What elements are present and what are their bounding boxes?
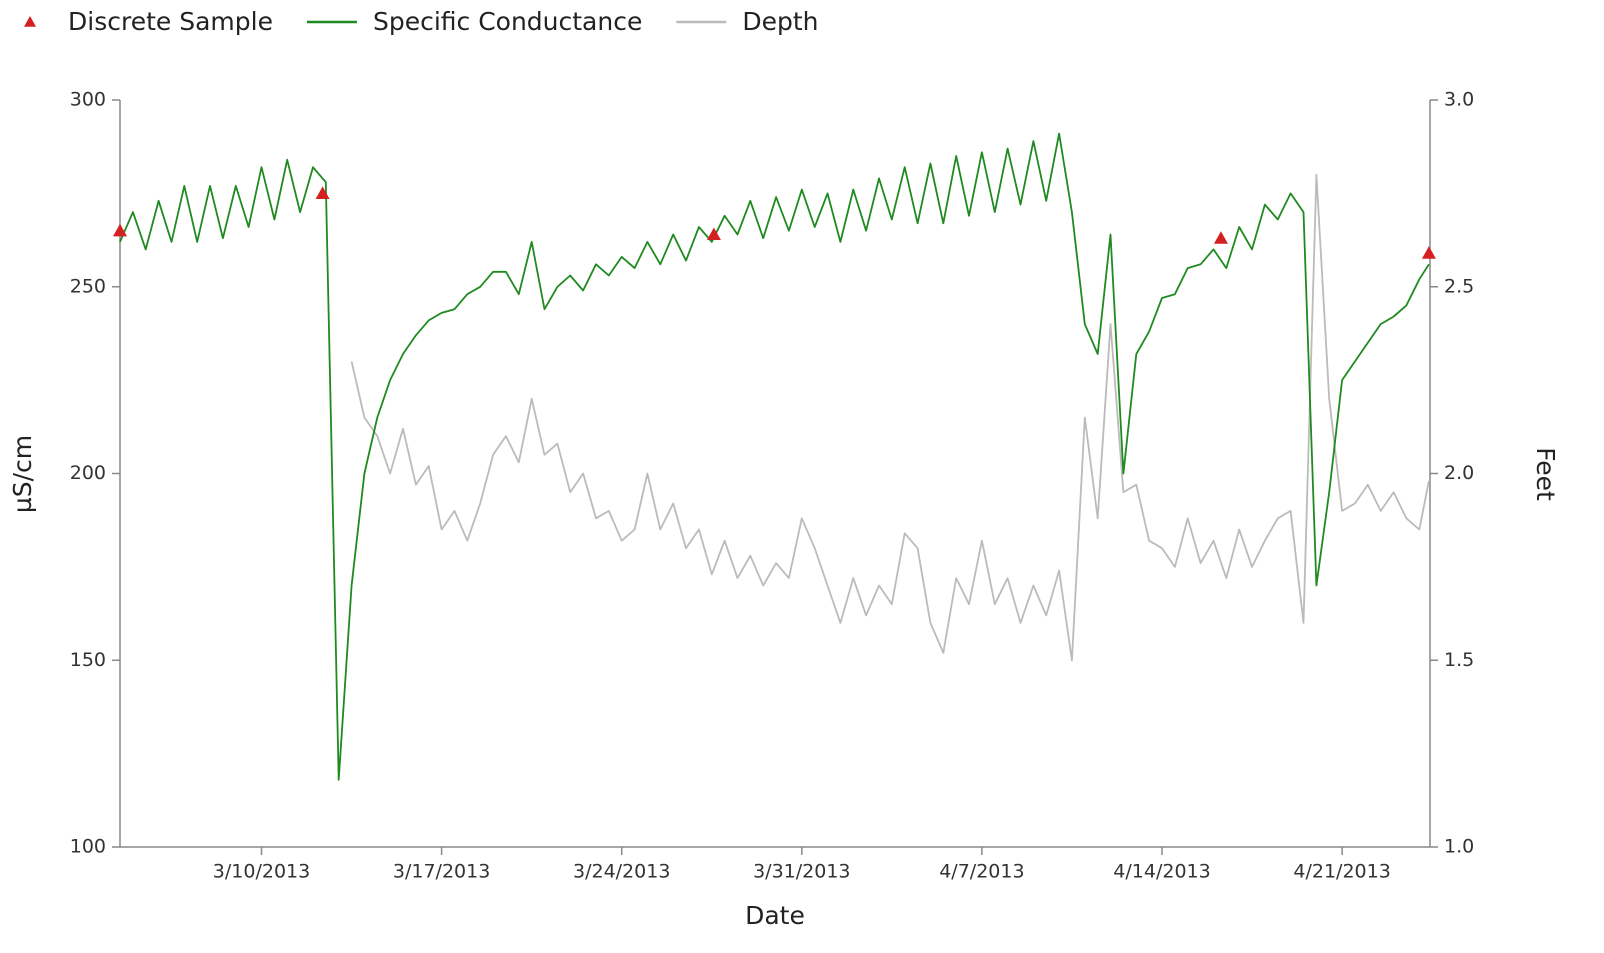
y2-tick-label: 3.0 xyxy=(1444,89,1474,111)
y2-tick-label: 2.5 xyxy=(1444,275,1474,297)
y2-tick-label: 2.0 xyxy=(1444,462,1474,484)
y2-tick-label: 1.5 xyxy=(1444,649,1474,671)
discrete-sample-marker xyxy=(1421,246,1436,259)
legend-label: Specific Conductance xyxy=(373,7,642,36)
line-series xyxy=(119,132,1430,781)
y-tick-label: 200 xyxy=(70,462,106,484)
y-tick-label: 300 xyxy=(70,89,106,111)
x-tick-label: 3/31/2013 xyxy=(753,861,850,883)
discrete-sample-marker xyxy=(315,186,330,199)
x-tick-label: 3/17/2013 xyxy=(393,861,490,883)
y-tick-label: 250 xyxy=(70,275,106,297)
y2-tick-label: 1.0 xyxy=(1444,836,1474,858)
y-axis-label: µS/cm xyxy=(8,435,37,513)
x-tick-label: 3/10/2013 xyxy=(213,861,310,883)
legend-label: Discrete Sample xyxy=(68,7,273,36)
discrete-sample-marker xyxy=(706,227,721,241)
legend: Discrete Sample Specific Conductance Depth xyxy=(24,7,819,36)
x-tick-label: 4/7/2013 xyxy=(939,861,1024,883)
x-tick-label: 4/21/2013 xyxy=(1293,861,1390,883)
discrete-sample-marker xyxy=(113,223,127,237)
x-axis-label: Date xyxy=(745,901,805,930)
line-series xyxy=(350,173,1430,662)
legend-label: Depth xyxy=(742,7,818,36)
y2-axis-label: Feet xyxy=(1531,447,1560,501)
y-tick-label: 150 xyxy=(70,649,106,671)
x-tick-label: 4/14/2013 xyxy=(1113,861,1210,883)
discrete-sample-marker xyxy=(1213,231,1228,244)
legend-swatch xyxy=(24,16,36,27)
y-tick-label: 100 xyxy=(70,836,106,858)
x-tick-label: 3/24/2013 xyxy=(573,861,670,883)
